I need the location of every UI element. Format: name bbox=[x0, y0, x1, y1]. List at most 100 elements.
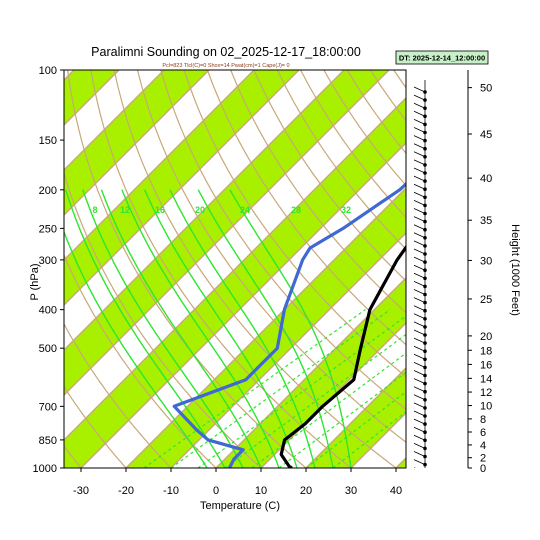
isotherm-line bbox=[125, 187, 406, 468]
wind-barb bbox=[413, 443, 426, 449]
wind-barb bbox=[413, 86, 426, 93]
height-tick-label: 10 bbox=[480, 401, 492, 413]
wind-barb bbox=[413, 418, 426, 425]
mixing-ratio-label: 32 bbox=[341, 205, 351, 215]
mixing-ratio-label: 28 bbox=[291, 205, 301, 215]
isotherm-line bbox=[64, 70, 255, 261]
wind-barb bbox=[413, 208, 426, 214]
wind-barb bbox=[413, 248, 426, 255]
wind-barb bbox=[413, 183, 426, 190]
wind-barb bbox=[413, 110, 426, 117]
x-tick-label: -10 bbox=[163, 485, 179, 497]
height-tick-label: 20 bbox=[480, 331, 492, 343]
wind-barb bbox=[413, 426, 426, 433]
dewpoint-trace bbox=[172, 181, 406, 468]
wind-barb bbox=[413, 321, 426, 328]
wind-barb bbox=[413, 394, 426, 401]
wind-barb bbox=[413, 378, 426, 384]
x-tick-label: 0 bbox=[213, 485, 219, 497]
y-tick-label: 200 bbox=[39, 185, 57, 197]
dry-adiabat bbox=[230, 70, 406, 314]
wind-barb bbox=[413, 329, 426, 336]
wind-barb bbox=[413, 313, 426, 320]
height-tick-label: 45 bbox=[480, 129, 492, 141]
dry-adiabat bbox=[64, 253, 217, 468]
wind-barb bbox=[413, 159, 426, 166]
isotherm-line bbox=[64, 70, 300, 306]
moist-adiabat bbox=[144, 189, 298, 468]
wind-barb bbox=[413, 337, 426, 344]
wind-barb bbox=[413, 370, 426, 376]
moist-adiabat bbox=[65, 189, 226, 468]
mixing-ratio-line bbox=[305, 391, 406, 468]
mixing-ratio-line bbox=[332, 411, 406, 468]
chart-subtitle: Pcl=823 Tlcl(C)=0 Shox=14 Pwat(cm)=1 Cap… bbox=[162, 63, 289, 69]
wind-barb bbox=[413, 434, 426, 441]
plot-frame bbox=[63, 69, 407, 469]
wind-barb bbox=[413, 386, 426, 393]
height-tick-label: 35 bbox=[480, 215, 492, 227]
isotherm-line bbox=[64, 70, 165, 171]
y-tick-label: 1000 bbox=[33, 463, 57, 475]
y-tick-label: 700 bbox=[39, 401, 57, 413]
y-tick-label: 400 bbox=[39, 305, 57, 317]
y-tick-label: 150 bbox=[39, 135, 57, 147]
wind-barb bbox=[413, 345, 426, 352]
dry-adiabat bbox=[160, 70, 406, 411]
wind-barb bbox=[413, 167, 426, 174]
mixing-ratio-label: 12 bbox=[120, 205, 130, 215]
wind-barb bbox=[413, 451, 426, 457]
y-tick-label: 850 bbox=[39, 435, 57, 447]
wind-point bbox=[423, 284, 427, 289]
wind-barb bbox=[413, 402, 426, 409]
height-tick-label: 8 bbox=[480, 414, 486, 426]
height-tick-label: 6 bbox=[480, 427, 486, 439]
x-tick-label: 20 bbox=[300, 485, 312, 497]
wind-barb bbox=[413, 200, 426, 206]
y-axis-label: P (hPa) bbox=[29, 263, 41, 300]
dry-adiabat bbox=[113, 70, 398, 468]
svg-text:DT: 2025-12-14_12:00:00: DT: 2025-12-14_12:00:00 bbox=[399, 54, 485, 63]
wind-barb bbox=[413, 224, 426, 231]
dry-adiabat bbox=[253, 70, 406, 282]
moist-adiabat bbox=[169, 189, 316, 468]
mixing-ratio-line bbox=[278, 371, 406, 468]
wind-barb bbox=[413, 353, 426, 360]
y-tick-label: 250 bbox=[39, 223, 57, 235]
wind-point bbox=[423, 462, 427, 467]
wind-point bbox=[423, 325, 427, 329]
wind-point bbox=[423, 300, 427, 305]
wind-barb bbox=[413, 305, 426, 312]
isotherm-line bbox=[80, 142, 406, 468]
moist-adiabat bbox=[64, 230, 208, 468]
x-tick-label: -30 bbox=[73, 485, 89, 497]
x-tick-label: 10 bbox=[255, 485, 267, 497]
height-tick-label: 40 bbox=[480, 173, 492, 185]
wind-barb bbox=[413, 362, 426, 368]
x-tick-label: -20 bbox=[118, 485, 134, 497]
moist-adiabat bbox=[100, 189, 262, 468]
wind-point bbox=[423, 365, 427, 370]
isotherm-line bbox=[64, 70, 390, 396]
isotherm-line bbox=[64, 70, 345, 351]
mixing-ratio-line bbox=[224, 333, 406, 468]
moist-adiabat bbox=[197, 189, 334, 468]
wind-barb bbox=[413, 459, 426, 465]
wind-barb bbox=[413, 410, 426, 417]
mixing-ratio-label: 16 bbox=[155, 205, 165, 215]
dry-adiabat bbox=[206, 70, 406, 346]
moist-adiabat bbox=[121, 189, 280, 468]
height-tick-label: 12 bbox=[480, 387, 492, 399]
surface-point bbox=[287, 465, 293, 468]
wind-point bbox=[423, 406, 427, 410]
mixing-ratio-label: 20 bbox=[195, 205, 205, 215]
wind-barb bbox=[413, 297, 426, 303]
dry-adiabat bbox=[90, 70, 352, 468]
wind-point bbox=[423, 422, 427, 426]
wind-point bbox=[423, 260, 427, 264]
height-tick-label: 14 bbox=[480, 373, 492, 385]
wind-barb bbox=[413, 191, 426, 198]
datetime-box: DT: 2025-12-14_12:00:00 bbox=[395, 50, 489, 65]
wind-barb bbox=[413, 289, 426, 295]
moist-adiabat bbox=[82, 189, 244, 468]
